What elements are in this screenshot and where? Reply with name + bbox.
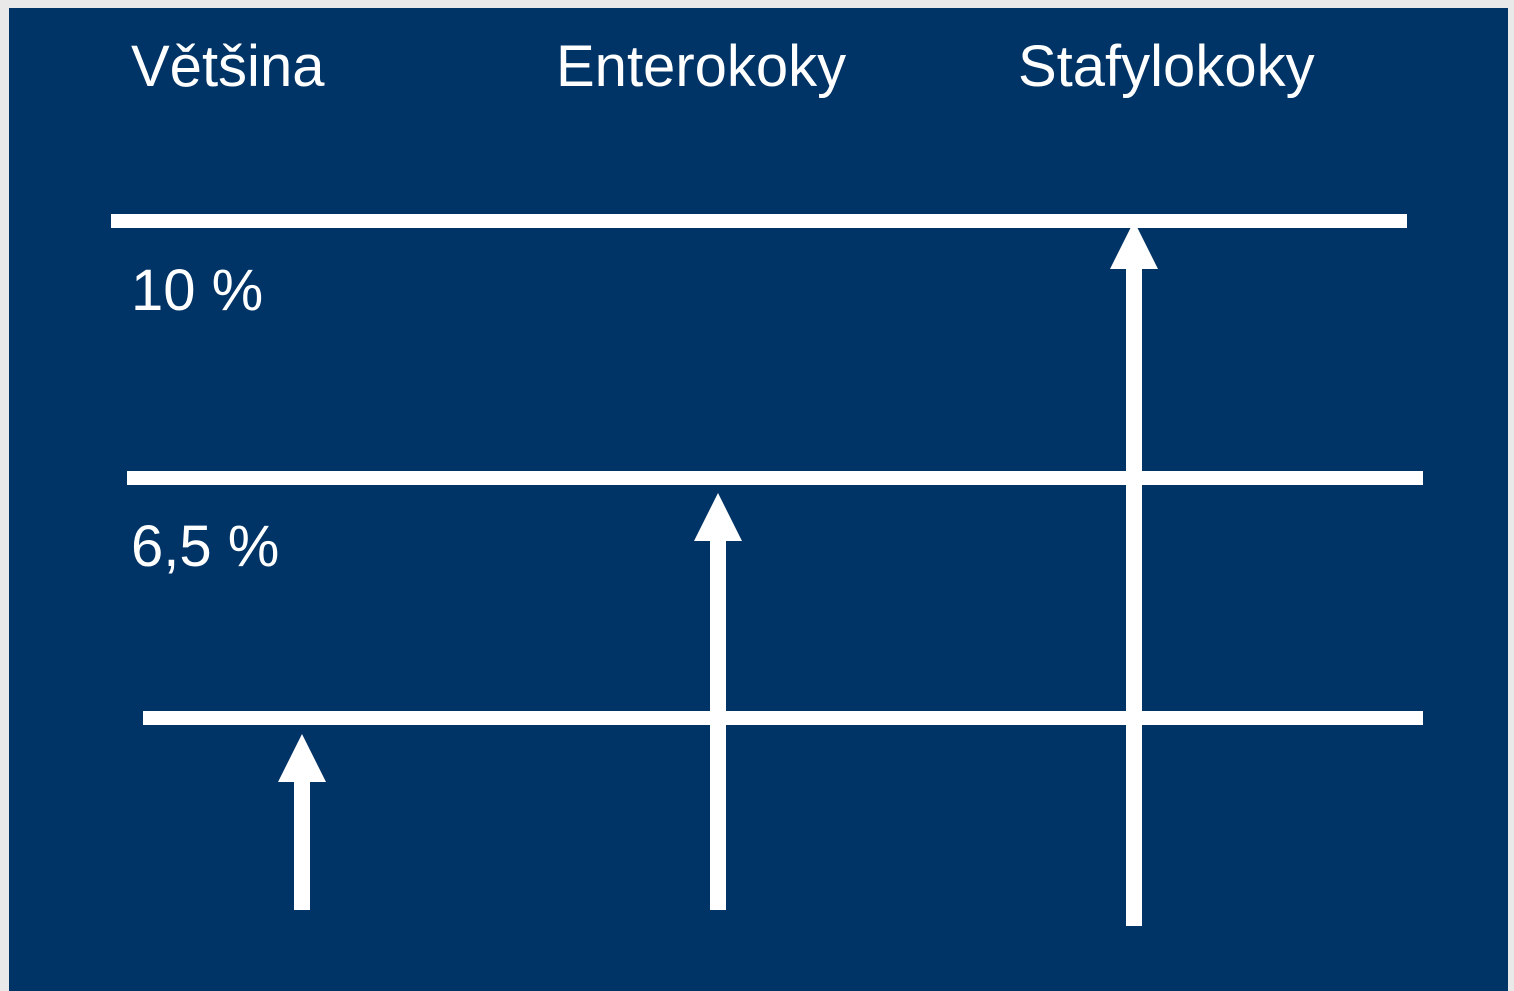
arrow-up-icon-vetsina-head xyxy=(278,734,326,782)
column-heading-stafylokoky: Stafylokoky xyxy=(1018,34,1315,99)
arrow-up-icon-enterokoky-head xyxy=(694,493,742,541)
column-heading-vetsina: Většina xyxy=(131,34,325,99)
slide: Většina Enterokoky Stafylokoky 10 % 6,5 … xyxy=(9,8,1508,991)
arrow-up-icon-stafylokoky-shaft xyxy=(1126,267,1142,926)
corner-logo-fragment xyxy=(21,8,45,15)
level-label-10: 10 % xyxy=(131,258,264,323)
level-label-6-5: 6,5 % xyxy=(131,514,280,579)
threshold-line-10 xyxy=(111,214,1407,228)
arrow-up-icon-stafylokoky-head xyxy=(1110,221,1158,269)
arrow-up-icon-enterokoky-shaft xyxy=(710,539,726,910)
threshold-line-6-5 xyxy=(127,471,1423,485)
column-heading-enterokoky: Enterokoky xyxy=(556,34,847,99)
baseline-line xyxy=(143,711,1423,725)
arrow-up-icon-vetsina-shaft xyxy=(294,780,310,910)
